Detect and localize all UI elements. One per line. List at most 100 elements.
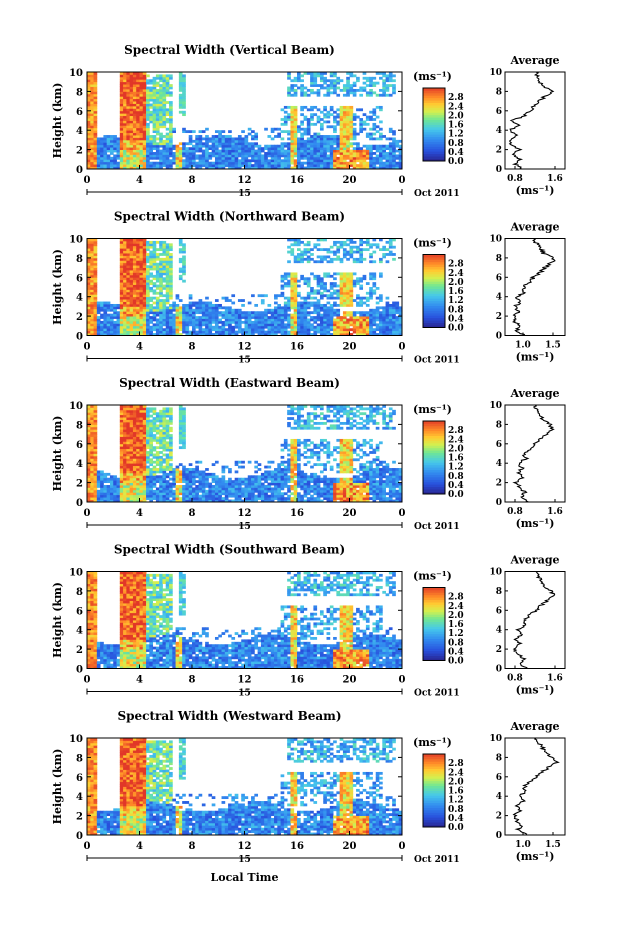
heatmap-cell — [398, 161, 403, 165]
heatmap-cell — [126, 431, 131, 435]
heatmap-cell — [126, 279, 131, 283]
heatmap-cell — [326, 255, 331, 259]
heatmap-cell — [119, 81, 124, 85]
heatmap-cell — [152, 475, 157, 479]
heatmap-cell — [152, 482, 157, 486]
heatmap-cell — [132, 323, 137, 327]
heatmap-cell — [293, 142, 298, 146]
heatmap-cell — [129, 482, 134, 486]
heatmap-cell — [221, 323, 226, 327]
heatmap-cell — [159, 460, 163, 464]
heatmap-cell — [90, 431, 94, 435]
heatmap-cell — [142, 74, 147, 78]
heatmap-cell — [342, 161, 347, 165]
heatmap-cell — [90, 328, 94, 332]
heatmap-cell — [123, 98, 127, 102]
heatmap-cell — [290, 79, 295, 83]
heatmap-cell — [300, 79, 304, 83]
heatmap-cell — [139, 446, 144, 450]
heatmap-cell — [126, 308, 131, 312]
heatmap-cell — [359, 303, 364, 307]
x-tick-label: 0 — [399, 175, 406, 186]
heatmap-cell — [329, 284, 334, 288]
heatmap-cell — [113, 135, 117, 138]
heatmap-cell — [123, 446, 127, 450]
heatmap-cell — [365, 299, 370, 302]
heatmap-cell — [300, 86, 304, 90]
heatmap-cell — [87, 154, 91, 158]
heatmap-cell — [201, 303, 206, 307]
heatmap-cell — [205, 166, 209, 170]
heatmap-cell — [132, 426, 137, 430]
heatmap-cell — [139, 489, 144, 493]
heatmap-cell — [310, 137, 314, 141]
heatmap-cell — [359, 166, 364, 170]
heatmap-cell — [392, 164, 396, 167]
heatmap-cell — [274, 301, 278, 305]
heatmap-cell — [100, 328, 104, 332]
heatmap-cell — [274, 328, 278, 332]
heatmap-cell — [277, 313, 281, 317]
heatmap-cell — [132, 74, 137, 78]
heatmap-cell — [162, 248, 167, 252]
heatmap-cell — [182, 255, 186, 259]
heatmap-cell — [339, 272, 344, 276]
heatmap-cell — [87, 494, 91, 498]
colorbar-segment — [423, 100, 445, 103]
heatmap-cell — [119, 294, 124, 298]
heatmap-cell — [214, 311, 219, 315]
heatmap-cell — [90, 270, 94, 273]
heatmap-cell — [365, 93, 370, 97]
heatmap-cell — [277, 330, 281, 334]
heatmap-cell — [129, 118, 134, 121]
heatmap-cell — [146, 333, 150, 336]
heatmap-cell — [116, 489, 121, 493]
heatmap-cell — [306, 161, 311, 165]
heatmap-cell — [132, 98, 137, 102]
heatmap-cell — [116, 303, 121, 307]
heatmap-cell — [93, 270, 98, 273]
heatmap-cell — [90, 265, 94, 268]
heatmap-cell — [126, 98, 131, 102]
heatmap-cell — [169, 270, 173, 273]
heatmap-cell — [129, 262, 134, 266]
heatmap-cell — [270, 330, 275, 334]
heatmap-cell — [178, 328, 183, 332]
heatmap-cell — [287, 272, 291, 276]
heatmap-cell — [123, 156, 127, 160]
heatmap-cell — [205, 325, 209, 329]
heatmap-cell — [162, 262, 167, 266]
heatmap-cell — [172, 330, 176, 334]
heatmap-cell — [326, 333, 331, 336]
heatmap-cell — [319, 154, 324, 158]
heatmap-cell — [165, 74, 170, 78]
heatmap-cell — [152, 472, 157, 476]
heatmap-cell — [392, 139, 396, 143]
heatmap-cell — [257, 330, 262, 334]
heatmap-cell — [165, 330, 170, 334]
heatmap-cell — [152, 105, 157, 109]
heatmap-cell — [119, 485, 124, 488]
heatmap-cell — [103, 472, 108, 476]
heatmap-cell — [119, 262, 124, 266]
heatmap-cell — [165, 245, 170, 249]
heatmap-cell — [379, 147, 383, 150]
heatmap-cell — [159, 421, 163, 425]
heatmap-cell — [113, 485, 117, 488]
heatmap-cell — [93, 255, 98, 259]
heatmap-cell — [188, 142, 193, 146]
heatmap-cell — [365, 291, 370, 295]
heatmap-cell — [142, 238, 147, 242]
heatmap-cell — [182, 316, 186, 319]
heatmap-cell — [149, 453, 154, 457]
heatmap-cell — [162, 139, 167, 143]
heatmap-cell — [385, 93, 390, 97]
heatmap-cell — [90, 88, 94, 92]
heatmap-cell — [146, 260, 150, 264]
heatmap-cell — [142, 318, 147, 322]
heatmap-cell — [165, 301, 170, 305]
y-tick-label: 10 — [69, 235, 83, 246]
heatmap-cell — [290, 279, 295, 283]
heatmap-cell — [300, 147, 304, 150]
heatmap-cell — [93, 166, 98, 170]
